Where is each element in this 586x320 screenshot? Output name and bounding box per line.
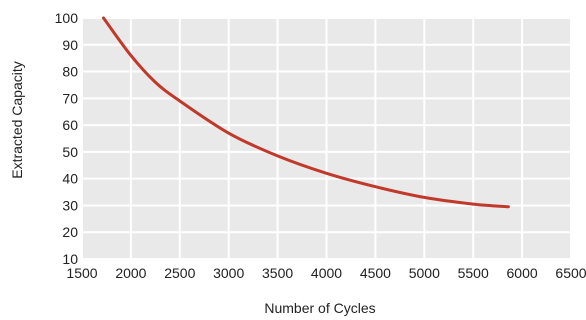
y-tick-label: 20 <box>62 224 78 240</box>
x-axis-title: Number of Cycles <box>264 300 375 316</box>
y-tick-label: 60 <box>62 117 78 133</box>
y-tick-label: 70 <box>62 90 78 106</box>
y-tick-label: 50 <box>62 144 78 160</box>
y-tick-labels: 10 20 30 40 50 60 70 80 90 100 <box>55 10 79 267</box>
x-tick-labels: 1500 2000 2500 3000 3500 4000 4500 5000 5500 6000… <box>66 265 586 281</box>
series-layer <box>102 16 510 209</box>
y-tick-label: 30 <box>62 197 78 213</box>
x-tick-label: 3000 <box>213 265 244 281</box>
x-tick-label: 1500 <box>66 265 97 281</box>
grid-lines <box>81 17 572 260</box>
y-tick-label: 100 <box>55 10 79 26</box>
x-tick-label: 2000 <box>115 265 146 281</box>
x-tick-label: 6000 <box>507 265 538 281</box>
y-tick-label: 10 <box>62 251 78 267</box>
y-tick-label: 80 <box>62 64 78 80</box>
x-tick-label: 3500 <box>262 265 293 281</box>
y-axis-title: Extracted Capacity <box>9 61 25 179</box>
x-tick-label: 4000 <box>311 265 342 281</box>
y-tick-label: 40 <box>62 171 78 187</box>
x-tick-label: 5500 <box>458 265 489 281</box>
x-tick-label: 4500 <box>360 265 391 281</box>
x-tick-label: 5000 <box>409 265 440 281</box>
x-tick-label: 2500 <box>164 265 195 281</box>
y-tick-label: 90 <box>62 37 78 53</box>
series-line-0 <box>102 16 510 209</box>
x-tick-label: 6500 <box>555 265 586 281</box>
